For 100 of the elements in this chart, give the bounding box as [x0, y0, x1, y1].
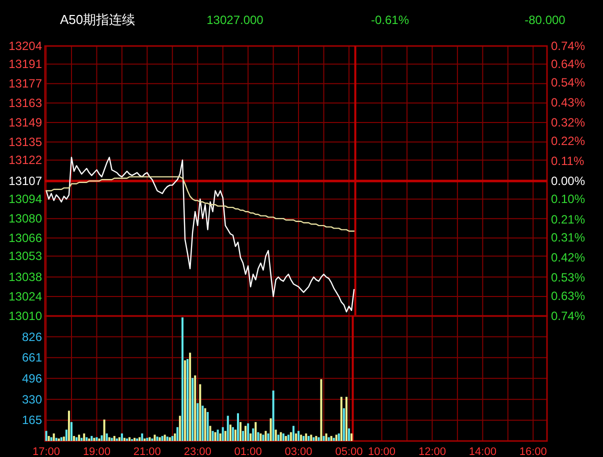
y2-tick-label: 0.32%: [551, 116, 586, 130]
bar: [103, 420, 106, 441]
y-tick-label: 13094: [8, 192, 42, 206]
bar: [292, 426, 294, 441]
bar: [55, 438, 58, 441]
bar: [284, 436, 287, 441]
y2-tick-label: 0.54%: [551, 75, 586, 90]
text: -80.000: [524, 13, 566, 27]
bar: [264, 430, 267, 441]
bar: [199, 384, 202, 441]
bar: [342, 408, 345, 441]
bar: [100, 435, 103, 441]
bar: [250, 433, 252, 441]
bar: [70, 422, 72, 441]
bar: [262, 434, 264, 441]
chart-title: A50期指连续: [60, 12, 136, 27]
bar: [254, 422, 257, 441]
bar: [298, 430, 300, 441]
y2-tick-label: 0.31%: [551, 230, 586, 245]
y2-tick-label: 0.74%: [551, 309, 586, 323]
bar: [240, 422, 242, 441]
bar: [161, 436, 164, 441]
bar: [338, 433, 340, 441]
bar: [168, 437, 171, 441]
bar: [322, 436, 325, 441]
bar: [126, 438, 128, 441]
bar: [184, 360, 186, 441]
bar: [166, 436, 168, 441]
bar: [222, 427, 224, 441]
bar: [252, 428, 254, 441]
y-tick-label: 13010: [8, 309, 42, 323]
y-tick-label: 13107: [8, 174, 42, 188]
bar: [134, 438, 136, 441]
y-tick-label: 661: [22, 350, 42, 365]
bar: [274, 430, 277, 441]
bar: [73, 436, 76, 441]
bar: [118, 437, 120, 441]
bar: [86, 437, 88, 441]
bar: [290, 432, 292, 441]
y2-tick-label: 0.10%: [551, 192, 586, 206]
y2-tick-label: 0.63%: [551, 288, 586, 303]
bar: [123, 438, 126, 441]
y-tick-label: 496: [22, 371, 42, 386]
bar: [312, 437, 315, 441]
bar: [305, 433, 308, 441]
bar: [295, 433, 297, 441]
bar: [214, 432, 216, 441]
y-tick-label: 13053: [8, 249, 42, 264]
x-tick-label: 10:00: [368, 446, 396, 457]
bar: [310, 434, 312, 441]
y-tick-label: 13066: [8, 231, 42, 246]
bar: [141, 433, 144, 441]
y2-tick-label: 0.00%: [551, 174, 586, 188]
bar: [120, 433, 123, 441]
y-tick-label: 13135: [8, 135, 42, 150]
bar: [148, 437, 151, 441]
bar: [332, 438, 335, 441]
bar: [189, 352, 192, 441]
y-tick-label: 826: [22, 330, 42, 344]
bar: [52, 433, 55, 441]
y-tick-label: 13024: [8, 290, 42, 304]
bar: [340, 396, 342, 441]
bar: [224, 430, 226, 441]
bar: [282, 433, 284, 441]
bar: [206, 412, 209, 441]
bar: [267, 433, 270, 441]
x-tick-label: 01:00: [234, 446, 262, 457]
y2-tick-label: 0.22%: [551, 134, 586, 148]
x-tick-label: 17:00: [32, 446, 60, 457]
y-tick-label: 13122: [8, 153, 42, 168]
y2-tick-label: 0.43%: [551, 96, 586, 110]
bar: [247, 423, 250, 441]
bar: [302, 436, 305, 441]
bar: [48, 436, 50, 441]
bar: [287, 434, 290, 441]
bar: [236, 413, 239, 441]
bar: [196, 403, 199, 441]
bar: [68, 410, 70, 441]
bar: [257, 432, 260, 441]
bar: [116, 438, 118, 441]
bar: [232, 427, 234, 441]
bar: [76, 437, 78, 441]
bar: [178, 416, 181, 441]
bar: [146, 438, 148, 441]
bar: [174, 433, 176, 441]
bar: [308, 436, 310, 441]
y-tick-label: 13204: [8, 39, 42, 53]
bar: [335, 434, 338, 441]
bar: [320, 379, 322, 441]
y-tick-label: 13163: [8, 96, 42, 110]
bar: [234, 430, 236, 441]
bar: [45, 430, 48, 441]
bar: [128, 437, 131, 441]
bar: [80, 438, 83, 441]
bar: [110, 438, 113, 441]
bar: [65, 430, 68, 441]
text: 13027.000: [206, 13, 264, 27]
y2-tick-label: 0.42%: [551, 250, 586, 265]
bar: [98, 438, 100, 441]
bar: [194, 375, 196, 441]
